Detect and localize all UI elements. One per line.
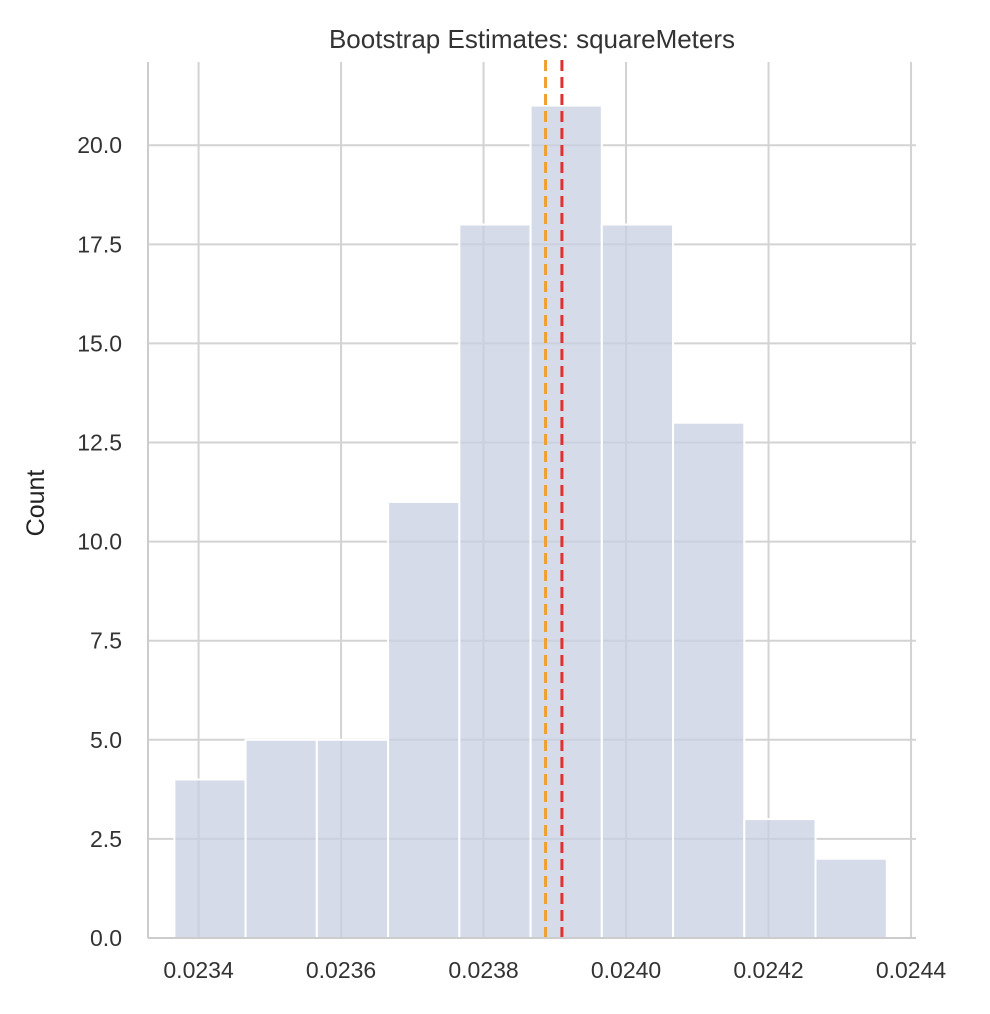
y-tick-label: 12.5	[77, 430, 122, 456]
y-tick-label: 10.0	[77, 529, 122, 555]
x-tick-label: 0.0244	[876, 957, 947, 983]
x-tick-label: 0.0242	[733, 957, 803, 983]
histogram-bar	[743, 818, 817, 940]
histogram-bar	[529, 104, 603, 939]
histogram-bar	[387, 500, 461, 939]
y-tick-label: 2.5	[90, 826, 122, 852]
x-tick-label: 0.0240	[591, 957, 661, 983]
y-tick-label: 20.0	[77, 132, 122, 158]
histogram-bar	[173, 778, 247, 939]
histogram-bar	[244, 738, 318, 939]
histogram-bar	[600, 223, 675, 940]
tick-labels: 0.0234 0.0236 0.0238 0.0240 0.0242 0.0244 0.0 2…	[77, 132, 946, 983]
y-tick-label: 0.0	[90, 925, 122, 951]
x-tick-label: 0.0236	[306, 957, 376, 983]
histogram-bar	[814, 857, 888, 940]
x-tick-label: 0.0238	[448, 957, 518, 983]
histogram-bar	[672, 421, 746, 939]
y-tick-label: 5.0	[90, 727, 122, 753]
y-tick-label: 7.5	[90, 628, 122, 654]
reference-lines	[544, 60, 564, 938]
axes	[147, 62, 916, 939]
x-tick-label: 0.0234	[163, 957, 234, 983]
histogram-bars	[173, 104, 888, 940]
histogram-bar	[458, 223, 532, 940]
y-tick-label: 17.5	[77, 231, 122, 257]
y-axis-label: Count	[22, 470, 50, 537]
histogram-bar	[315, 738, 390, 939]
y-tick-label: 15.0	[77, 330, 122, 356]
chart-title: Bootstrap Estimates: squareMeters	[329, 24, 735, 54]
